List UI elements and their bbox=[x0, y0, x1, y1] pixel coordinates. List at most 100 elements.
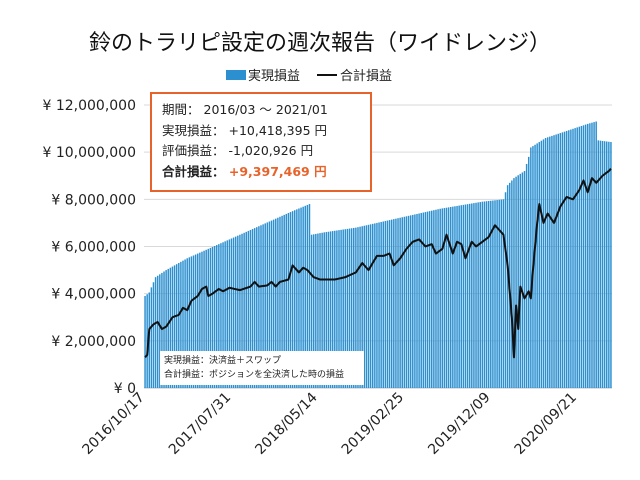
realized-bar bbox=[173, 265, 176, 388]
realized-bar bbox=[241, 233, 243, 388]
realized-bar bbox=[245, 231, 247, 388]
realized-bar bbox=[369, 224, 372, 388]
realized-bar bbox=[443, 208, 446, 388]
realized-bar bbox=[180, 261, 182, 388]
realized-bar bbox=[199, 252, 201, 388]
realized-bar bbox=[283, 214, 285, 388]
realized-bar bbox=[289, 212, 292, 388]
realized-bar bbox=[190, 256, 193, 388]
total-line bbox=[144, 168, 612, 359]
realized-bar bbox=[270, 220, 273, 388]
realized-bar bbox=[572, 128, 574, 389]
realized-bar bbox=[580, 125, 583, 388]
realized-bar bbox=[184, 259, 186, 388]
realized-bar bbox=[418, 213, 420, 388]
realized-bar bbox=[595, 121, 597, 388]
realized-bar bbox=[477, 202, 479, 388]
realized-bar bbox=[300, 207, 302, 388]
realized-bar bbox=[171, 266, 174, 388]
realized-bar bbox=[175, 264, 178, 388]
realized-bar bbox=[601, 140, 604, 388]
summary-box: 期間： 2016/03 ～ 2021/01 実現損益： +10,418,395 … bbox=[150, 92, 372, 192]
realized-bar bbox=[357, 227, 359, 388]
realized-bar bbox=[439, 208, 441, 388]
realized-bar bbox=[228, 239, 231, 388]
realized-bar bbox=[405, 216, 408, 388]
realized-bar bbox=[479, 202, 481, 388]
realized-bar bbox=[525, 163, 528, 388]
realized-bar bbox=[203, 250, 205, 388]
realized-bar bbox=[536, 143, 538, 388]
realized-bar bbox=[146, 294, 148, 388]
period-row: 期間： 2016/03 ～ 2021/01 bbox=[162, 100, 360, 121]
realized-bar bbox=[239, 234, 241, 388]
realized-bar bbox=[498, 199, 500, 388]
realized-bar bbox=[344, 229, 347, 388]
realized-bar bbox=[456, 205, 458, 388]
realized-label: 実現損益： bbox=[162, 122, 225, 138]
realized-bar bbox=[365, 225, 368, 388]
legend-label-total: 合計損益 bbox=[340, 68, 392, 84]
realized-bar bbox=[473, 203, 475, 388]
realized-bar bbox=[551, 135, 553, 388]
realized-bar bbox=[544, 138, 547, 388]
realized-bar bbox=[338, 230, 340, 388]
total-value: +9,397,469 円 bbox=[228, 163, 327, 179]
realized-bar bbox=[416, 213, 418, 388]
realized-bar bbox=[390, 219, 393, 388]
realized-bar bbox=[230, 238, 233, 388]
realized-bar bbox=[266, 222, 269, 388]
x-tick-label: 2019/12/09 bbox=[425, 390, 493, 458]
legend: 実現損益 合計損益 bbox=[226, 68, 392, 84]
realized-bar bbox=[517, 175, 519, 388]
realized-bar bbox=[359, 226, 361, 388]
realized-bar bbox=[209, 247, 212, 388]
realized-bar bbox=[218, 244, 220, 388]
realized-bar bbox=[462, 204, 465, 388]
realized-bar bbox=[154, 277, 157, 388]
unrealized-value: -1,020,926 円 bbox=[228, 143, 314, 158]
realized-bar bbox=[458, 205, 460, 388]
realized-bars bbox=[144, 121, 612, 389]
realized-bar bbox=[412, 214, 414, 388]
realized-bar bbox=[570, 129, 572, 388]
realized-bar bbox=[334, 230, 336, 388]
realized-bar bbox=[449, 206, 452, 388]
realized-bar bbox=[234, 236, 237, 388]
realized-bar bbox=[374, 223, 376, 388]
realized-bar bbox=[224, 241, 226, 388]
realized-bar bbox=[494, 200, 496, 388]
realized-bar bbox=[194, 254, 197, 388]
realized-bar bbox=[296, 209, 298, 388]
realized-bar bbox=[291, 211, 294, 388]
realized-bar bbox=[376, 222, 378, 388]
realized-bar bbox=[317, 233, 319, 388]
realized-bar bbox=[563, 131, 566, 388]
realized-bar bbox=[546, 137, 549, 388]
realized-bar bbox=[454, 206, 456, 388]
legend-bar-swatch bbox=[226, 70, 246, 80]
realized-bar bbox=[504, 192, 507, 388]
realized-bar bbox=[565, 130, 568, 389]
x-tick-label: 2017/07/31 bbox=[166, 390, 234, 458]
realized-bar bbox=[431, 210, 433, 388]
realized-bar bbox=[490, 200, 492, 388]
realized-bar bbox=[599, 140, 602, 388]
realized-bar bbox=[186, 258, 188, 388]
realized-bar bbox=[397, 218, 399, 388]
realized-bar bbox=[355, 227, 357, 388]
realized-bar bbox=[258, 226, 260, 388]
realized-bar bbox=[475, 202, 477, 388]
realized-bar bbox=[500, 199, 503, 388]
realized-bar bbox=[232, 237, 235, 388]
realized-bar bbox=[384, 221, 387, 388]
realized-bar bbox=[249, 229, 252, 388]
y-tick-label: ¥ 6,000,000 bbox=[51, 240, 136, 256]
realized-bar bbox=[310, 234, 313, 388]
realized-bar bbox=[506, 185, 509, 388]
realized-bar bbox=[321, 232, 323, 388]
realized-bar bbox=[487, 200, 490, 388]
realized-bar bbox=[557, 133, 559, 388]
realized-row: 実現損益： +10,418,395 円 bbox=[162, 121, 360, 142]
